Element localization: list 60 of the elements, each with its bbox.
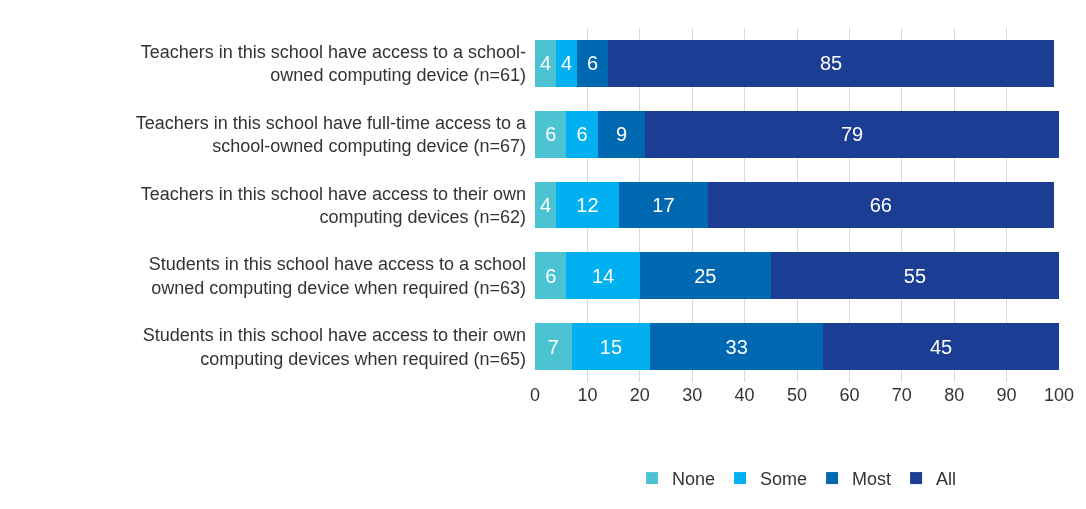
bar xyxy=(571,323,651,370)
bar xyxy=(535,252,567,300)
bar xyxy=(823,323,1059,370)
data-label: 7 xyxy=(547,335,559,358)
data-label: 12 xyxy=(576,194,599,216)
data-label: 66 xyxy=(869,194,892,216)
legend-label: None xyxy=(672,469,716,490)
x-tick-label: 40 xyxy=(734,385,755,405)
x-tick-label: 30 xyxy=(682,385,703,405)
bar xyxy=(645,110,1059,158)
bar xyxy=(639,252,771,300)
y-tick-label: Teachers in this school have access to their own computing devices (n=62) xyxy=(140,183,526,227)
bar xyxy=(535,110,567,158)
data-label: 4 xyxy=(560,52,572,75)
data-label: 15 xyxy=(599,335,623,358)
x-tick-label: 100 xyxy=(1043,385,1075,405)
x-tick-label: 10 xyxy=(577,385,598,405)
bar xyxy=(707,181,1054,229)
data-label: 45 xyxy=(929,335,953,358)
data-label: 85 xyxy=(819,52,843,75)
bar xyxy=(566,110,598,158)
bar xyxy=(535,181,556,229)
y-tick-label: Teachers in this school have access to a school- owned computing device (n=61) xyxy=(140,42,526,86)
bar xyxy=(770,252,1059,300)
y-tick-label: Students in this school have access to their own computing devices when required (n=65) xyxy=(142,325,526,369)
data-label: 14 xyxy=(591,264,615,287)
data-label: 33 xyxy=(725,335,748,358)
legend-label: Most xyxy=(852,469,892,490)
data-label: 4 xyxy=(539,194,552,216)
x-tick-label: 90 xyxy=(996,385,1017,405)
x-tick-label: 20 xyxy=(629,385,650,405)
data-label: 55 xyxy=(903,264,927,287)
y-tick-label: Students in this school have access to a school owned computing device when required (n=63) xyxy=(148,254,526,298)
bar xyxy=(566,252,640,300)
legend-label: Some xyxy=(760,469,808,490)
bar xyxy=(535,40,556,87)
data-label: 4 xyxy=(539,52,552,75)
data-label: 25 xyxy=(694,264,717,287)
data-label: 17 xyxy=(652,194,675,216)
x-tick-label: 60 xyxy=(839,385,860,405)
bar xyxy=(576,40,609,87)
data-label: 6 xyxy=(576,123,588,146)
bar xyxy=(597,110,646,158)
data-label: 6 xyxy=(545,264,557,287)
bar xyxy=(618,181,708,229)
legend-label: All xyxy=(936,469,957,490)
data-label: 6 xyxy=(587,52,599,75)
data-label: 6 xyxy=(545,123,557,146)
bar xyxy=(650,323,824,370)
x-tick-label: 0 xyxy=(529,385,541,405)
x-tick-label: 70 xyxy=(891,385,912,405)
x-tick-label: 50 xyxy=(786,385,808,405)
bar xyxy=(555,40,577,87)
y-tick-label: Teachers in this school have full-time access to a school-owned computing device (n=67) xyxy=(135,112,527,157)
data-label: 9 xyxy=(615,123,628,146)
bar xyxy=(608,40,1054,87)
bar xyxy=(535,323,572,370)
data-label: 79 xyxy=(840,123,864,146)
bar xyxy=(555,181,619,229)
x-tick-label: 80 xyxy=(944,385,965,405)
